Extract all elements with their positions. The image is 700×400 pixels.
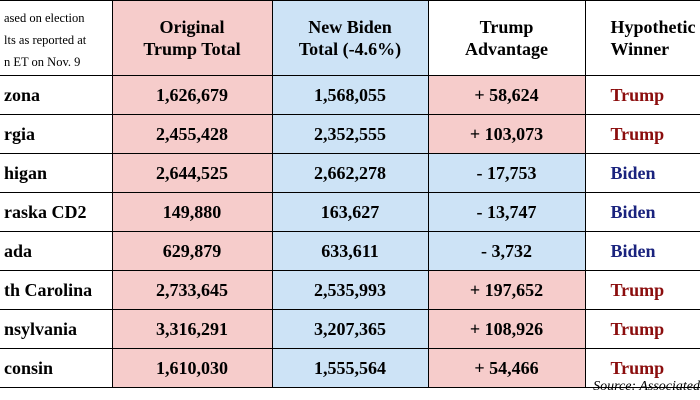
header-line: Advantage bbox=[464, 39, 548, 59]
advantage: - 3,732 bbox=[427, 231, 586, 271]
trump-total: 2,455,428 bbox=[111, 114, 273, 154]
data-row: consin 1,610,030 1,555,564 + 54,466 Trump bbox=[0, 348, 700, 388]
biden-total: 2,662,278 bbox=[271, 153, 429, 193]
advantage: + 108,926 bbox=[427, 309, 586, 349]
biden-total: 3,207,365 bbox=[271, 309, 429, 349]
data-row: th Carolina 2,733,645 2,535,993 + 197,652 Tr… bbox=[0, 270, 700, 310]
winner: Trump bbox=[584, 114, 700, 154]
advantage: + 197,652 bbox=[427, 270, 586, 310]
header-line: Original bbox=[159, 17, 225, 37]
biden-total: 1,568,055 bbox=[271, 75, 429, 115]
winner: Biden bbox=[584, 231, 700, 271]
state-cell: consin bbox=[0, 348, 113, 388]
header-row: ased on election lts as reported at n ET o… bbox=[0, 0, 700, 76]
winner: Trump bbox=[584, 348, 700, 388]
state-cell: ada bbox=[0, 231, 113, 271]
trump-total: 3,316,291 bbox=[111, 309, 273, 349]
source: Source: Associated bbox=[593, 379, 700, 394]
winner: Biden bbox=[584, 153, 700, 193]
header-line: Total (-4.6%) bbox=[298, 39, 402, 59]
advantage: + 58,624 bbox=[427, 75, 586, 115]
state-cell: th Carolina bbox=[0, 270, 113, 310]
data-row: higan 2,644,525 2,662,278- 17,753 Biden bbox=[0, 153, 700, 193]
advantage: + 54,466 bbox=[427, 348, 586, 388]
data-row: ada 629,879 633,611- 3,732 Biden bbox=[0, 231, 700, 271]
winner: Trump bbox=[584, 75, 700, 115]
header-cell: New Biden Total (-4.6%) bbox=[271, 0, 429, 76]
header-line: Hypothetic bbox=[610, 17, 696, 37]
note-line: n ET on Nov. 9 bbox=[4, 55, 81, 69]
data-row: nsylvania 3,316,291 3,207,365 + 108,926 Trum… bbox=[0, 309, 700, 349]
header-line: Winner bbox=[610, 39, 670, 59]
biden-total: 2,352,555 bbox=[271, 114, 429, 154]
advantage: - 13,747 bbox=[427, 192, 586, 232]
header-cell: Trump Advantage bbox=[427, 0, 586, 76]
winner: Trump bbox=[584, 309, 700, 349]
results-table: ased on election lts as reported at n ET o… bbox=[0, 0, 700, 388]
state-cell: nsylvania bbox=[0, 309, 113, 349]
state-cell: raska CD2 bbox=[0, 192, 113, 232]
header-cell: Hypothetic Winner bbox=[584, 0, 700, 76]
trump-total: 629,879 bbox=[111, 231, 273, 271]
data-row: zona 1,626,679 1,568,055 + 58,624 Trump bbox=[0, 75, 700, 115]
advantage: + 103,073 bbox=[427, 114, 586, 154]
note-line: lts as reported at bbox=[4, 33, 87, 47]
trump-total: 2,733,645 bbox=[111, 270, 273, 310]
data-row: rgia 2,455,428 2,352,555 + 103,073 Trump bbox=[0, 114, 700, 154]
trump-total: 2,644,525 bbox=[111, 153, 273, 193]
biden-total: 1,555,564 bbox=[271, 348, 429, 388]
header-cell: Original Trump Total bbox=[111, 0, 273, 76]
biden-total: 163,627 bbox=[271, 192, 429, 232]
state-cell: higan bbox=[0, 153, 113, 193]
note-line: ased on election bbox=[4, 11, 85, 25]
note-cell: ased on election lts as reported at n ET o… bbox=[0, 0, 113, 76]
table-body: ased on election lts as reported at n ET o… bbox=[0, 0, 700, 388]
trump-total: 1,610,030 bbox=[111, 348, 273, 388]
header-line: New Biden bbox=[308, 17, 392, 37]
state-cell: rgia bbox=[0, 114, 113, 154]
biden-total: 633,611 bbox=[271, 231, 429, 271]
winner: Trump bbox=[584, 270, 700, 310]
advantage: - 17,753 bbox=[427, 153, 586, 193]
state-cell: zona bbox=[0, 75, 113, 115]
trump-total: 1,626,679 bbox=[111, 75, 273, 115]
data-row: raska CD2 149,880 163,627- 13,747 Biden bbox=[0, 192, 700, 232]
header-line: Trump Total bbox=[143, 39, 241, 59]
header-line: Trump bbox=[479, 17, 534, 37]
biden-total: 2,535,993 bbox=[271, 270, 429, 310]
winner: Biden bbox=[584, 192, 700, 232]
trump-total: 149,880 bbox=[111, 192, 273, 232]
